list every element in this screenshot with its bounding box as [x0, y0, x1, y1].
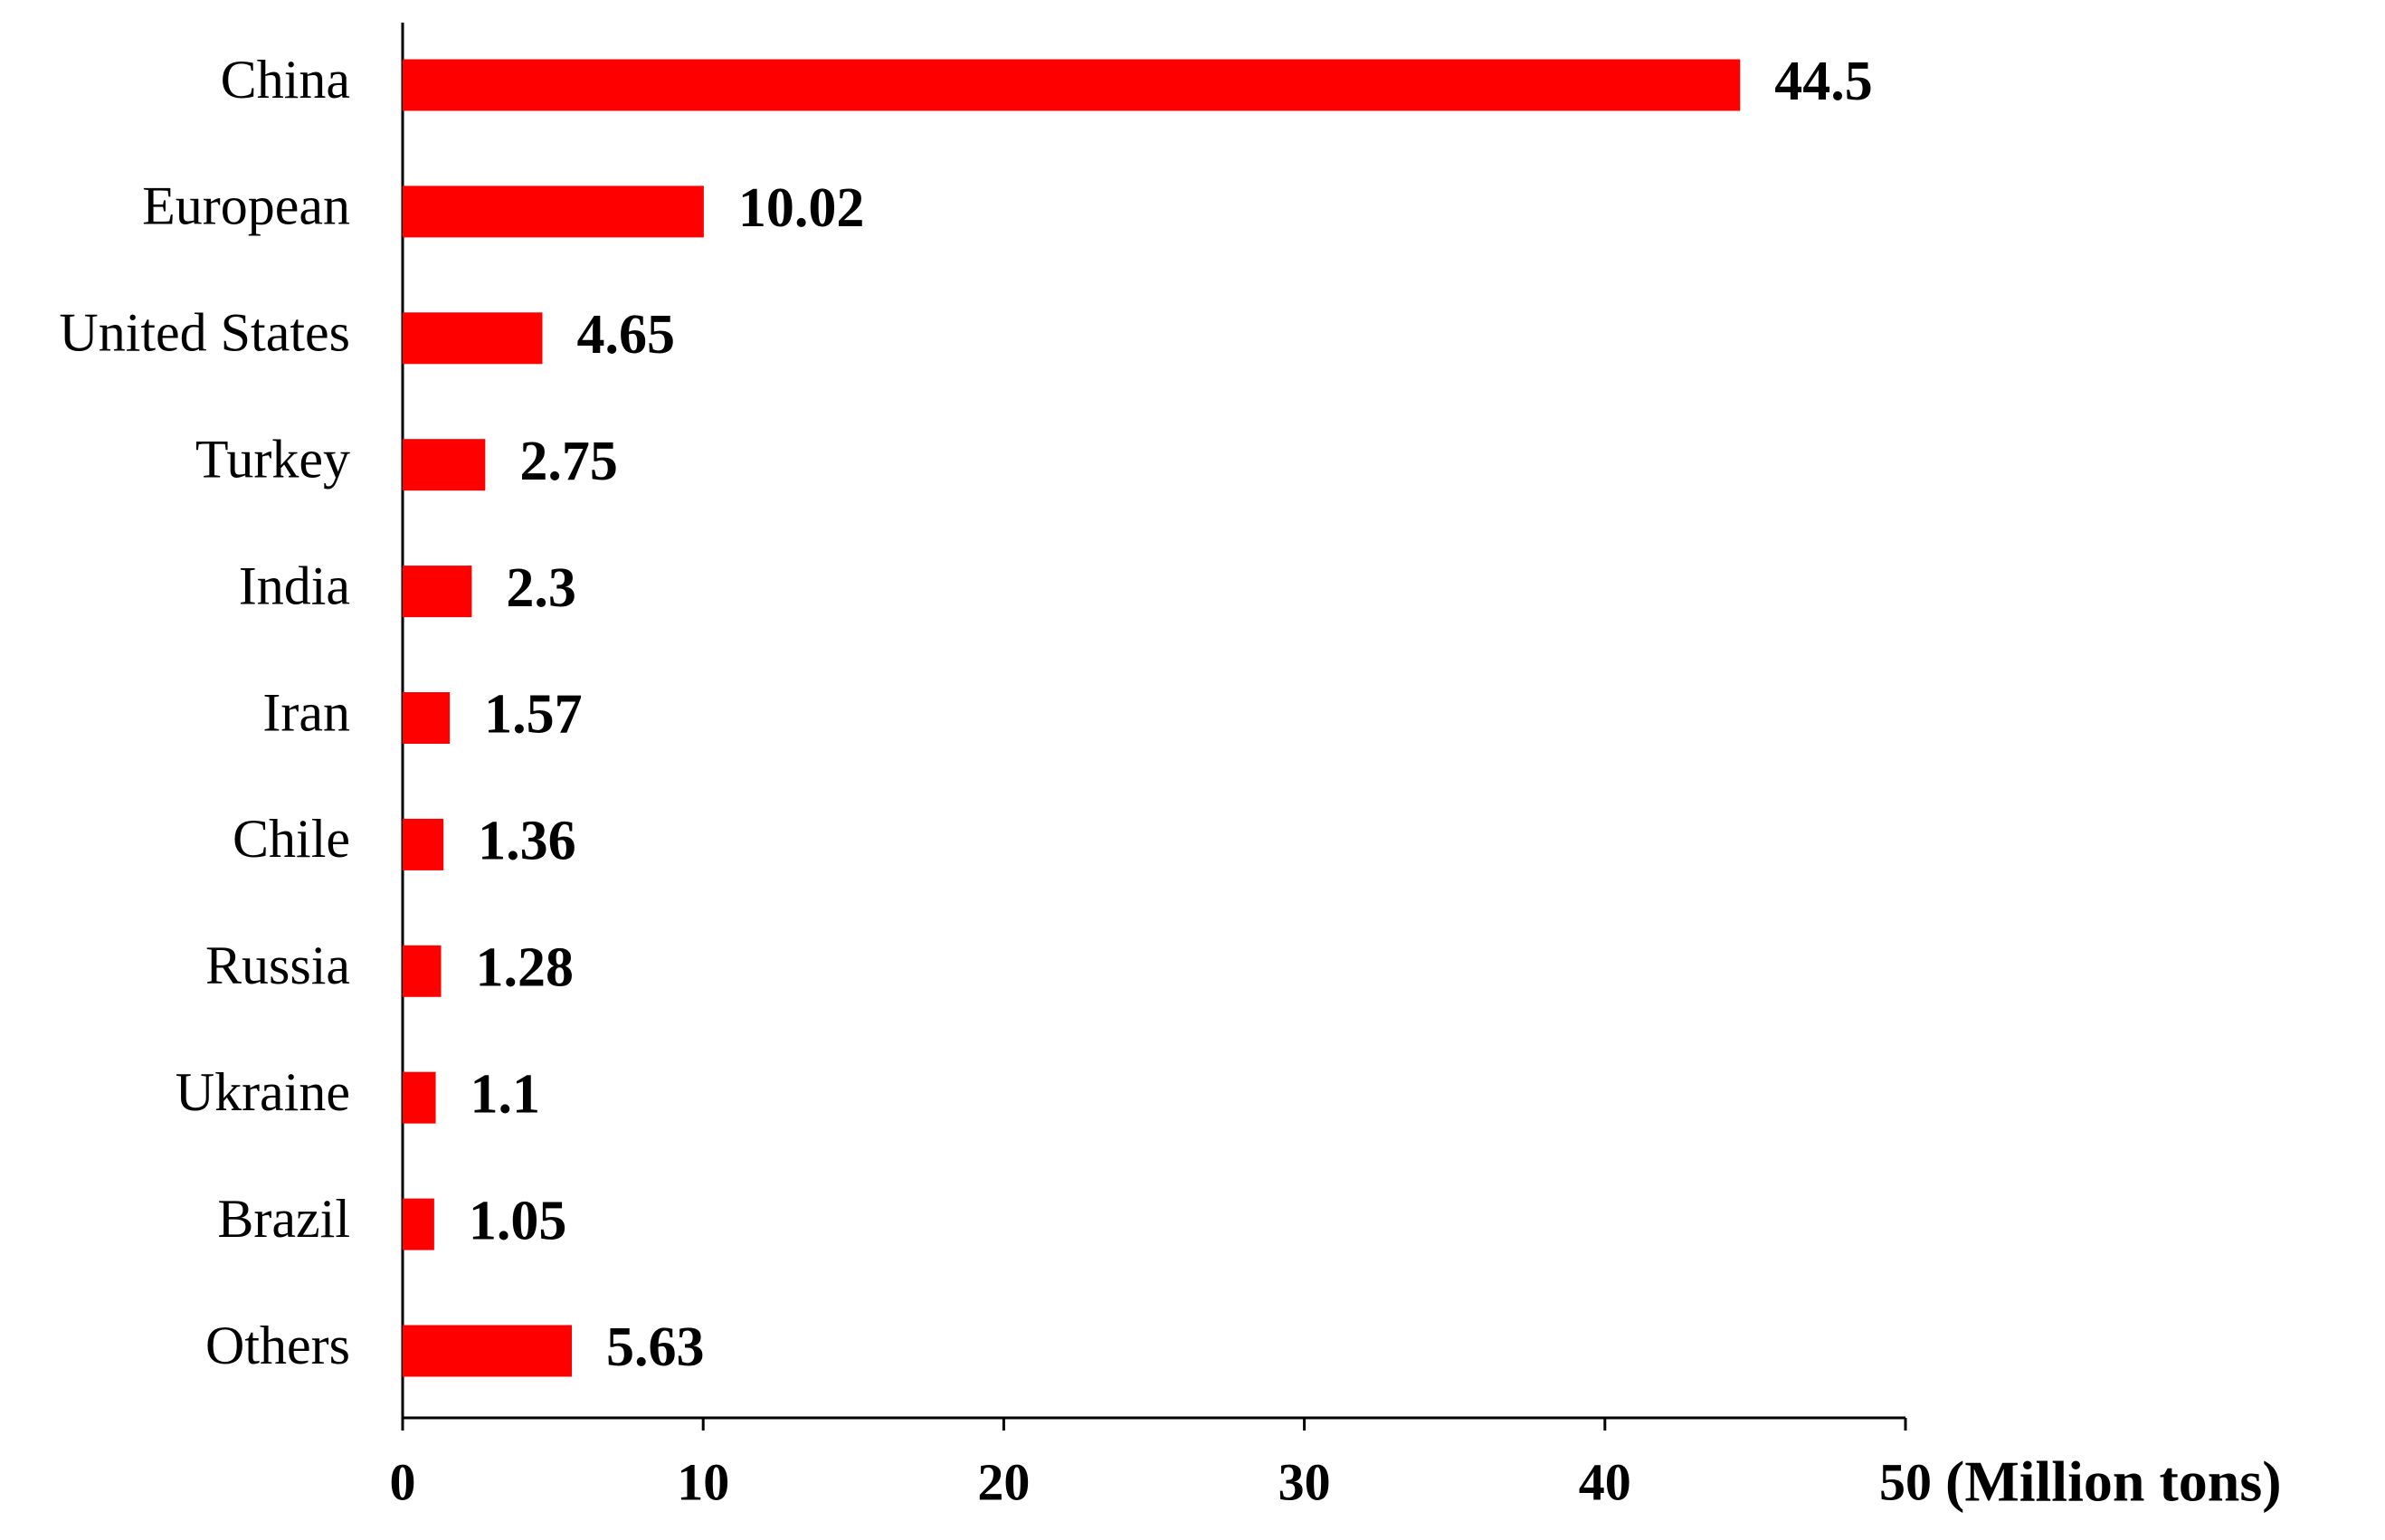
value-label: 1.1 — [470, 1063, 541, 1125]
value-label: 1.36 — [478, 811, 576, 872]
value-label: 1.05 — [469, 1190, 567, 1251]
bar — [403, 818, 444, 870]
y-tick-label: Iran — [262, 682, 350, 742]
bar — [403, 185, 704, 238]
x-tick-label: 30 — [1278, 1452, 1331, 1511]
y-tick-label: European — [142, 176, 350, 236]
y-tick-label: China — [221, 50, 350, 109]
y-tick-label: United States — [59, 303, 350, 363]
value-label: 1.57 — [484, 684, 583, 746]
x-tick-label: 0 — [390, 1452, 416, 1511]
x-tick-label: 40 — [1579, 1452, 1631, 1511]
x-axis-label: (Million tons) — [1945, 1450, 2282, 1514]
bar — [403, 692, 451, 744]
bar — [403, 439, 486, 491]
x-tick-label: 20 — [977, 1452, 1030, 1511]
value-label: 1.28 — [476, 937, 575, 999]
value-label: 10.02 — [738, 177, 865, 239]
y-tick-label: Brazil — [217, 1189, 350, 1249]
value-label: 4.65 — [576, 304, 675, 366]
y-tick-label: Others — [205, 1316, 350, 1375]
bar — [403, 1198, 434, 1250]
y-tick-label: India — [239, 556, 350, 615]
x-tick-label: 50 — [1879, 1452, 1932, 1511]
y-tick-label: Ukraine — [176, 1062, 350, 1122]
bar — [403, 312, 543, 365]
y-tick-label: Chile — [233, 809, 350, 869]
value-label: 5.63 — [606, 1317, 705, 1378]
y-tick-label: Russia — [205, 936, 350, 995]
x-tick-label: 10 — [677, 1452, 729, 1511]
bar — [403, 945, 442, 997]
bar — [403, 1325, 573, 1377]
value-label: 44.5 — [1774, 51, 1873, 112]
bar — [403, 59, 1741, 111]
y-tick-label: Turkey — [195, 429, 350, 489]
bar — [403, 566, 472, 618]
value-label: 2.3 — [506, 557, 576, 619]
value-label: 2.75 — [519, 431, 618, 492]
bar — [403, 1071, 436, 1124]
